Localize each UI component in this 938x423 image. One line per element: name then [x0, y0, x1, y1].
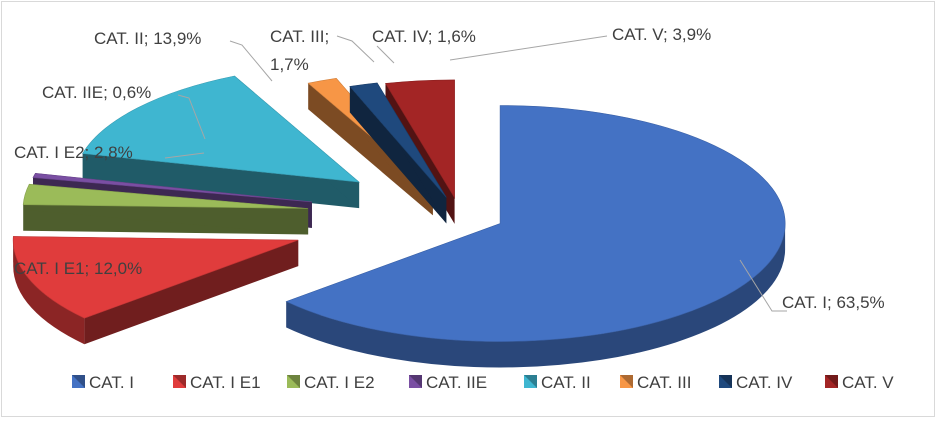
legend-swatch-shade: [72, 375, 85, 388]
legend-label: CAT. II: [541, 373, 591, 392]
legend-label: CAT. IIE: [426, 373, 487, 392]
legend-item: CAT. V: [825, 373, 894, 392]
pie-slice-wall: [84, 240, 299, 345]
pie-slice-top: [285, 105, 786, 342]
data-label: CAT. III;: [270, 27, 329, 46]
legend-label: CAT. I E2: [304, 373, 375, 392]
leader-line: [376, 45, 395, 64]
legend-swatch-shade: [825, 375, 838, 388]
leader-line: [449, 35, 608, 61]
leader-line: [739, 259, 787, 312]
pie-slice-top: [22, 183, 309, 209]
pie-slice-wall: [349, 86, 447, 224]
legend-label: CAT. I E1: [190, 373, 261, 392]
legend-label: CAT. I: [89, 373, 134, 392]
leader-line: [177, 94, 206, 140]
data-label: CAT. I E1; 12,0%: [14, 259, 142, 278]
legend-swatch-shade: [719, 375, 732, 388]
leader-line: [164, 152, 205, 159]
legend-label: CAT. IV: [736, 373, 793, 392]
legend-item: CAT. II: [524, 373, 591, 392]
pie-slices: [12, 75, 786, 368]
pie-slice-top: [82, 75, 361, 183]
data-label: 1,7%: [270, 55, 309, 74]
legend-item: CAT. I E2: [287, 373, 375, 392]
legend-swatch-shade: [620, 375, 633, 388]
legend-item: CAT. I E1: [173, 373, 261, 392]
pie-slice: [349, 82, 447, 224]
legend-swatch-shade: [409, 375, 422, 388]
pie-slice: [285, 105, 786, 368]
pie-slice-top: [384, 79, 455, 199]
pie-slice-top: [12, 236, 299, 319]
pie-slice-side: [286, 223, 786, 368]
data-label: CAT. II; 13,9%: [94, 29, 201, 48]
legend-swatch-shade: [524, 375, 537, 388]
data-label: CAT. IIE; 0,6%: [42, 83, 151, 102]
data-label: CAT. I E2; 2,8%: [14, 143, 133, 162]
chart-frame: CAT. I; 63,5% CAT. I E1; 12,0% CAT. I E2; …: [1, 1, 935, 417]
legend-item: CAT. IV: [719, 373, 793, 392]
pie-slice-wall: [82, 153, 360, 209]
pie-slice-wall: [308, 83, 433, 216]
pie-slice-top: [32, 172, 312, 203]
pie-slice: [12, 236, 299, 345]
legend-swatch-shade: [287, 375, 300, 388]
legend: CAT. I CAT. I E1 CAT. I E2 CAT. IIE CAT. II C…: [72, 373, 894, 392]
legend-item: CAT. IIE: [409, 373, 487, 392]
legend-item: CAT. I: [72, 373, 134, 392]
pie-slice-side: [13, 240, 85, 345]
data-labels: CAT. I; 63,5% CAT. I E1; 12,0% CAT. I E2; …: [14, 25, 885, 312]
pie-chart: CAT. I; 63,5% CAT. I E1; 12,0% CAT. I E2; …: [12, 25, 894, 392]
pie-slice: [82, 75, 361, 209]
pie-slice: [22, 183, 309, 235]
pie-slice-top: [349, 82, 447, 198]
leader-line: [229, 40, 273, 82]
data-label: CAT. IV; 1,6%: [372, 27, 476, 46]
data-label: CAT. I; 63,5%: [782, 293, 885, 312]
data-label: CAT. V; 3,9%: [612, 25, 711, 44]
legend-item: CAT. III: [620, 373, 691, 392]
legend-swatch-shade: [173, 375, 186, 388]
legend-label: CAT. V: [842, 373, 894, 392]
legend-label: CAT. III: [637, 373, 691, 392]
leader-line: [336, 35, 375, 63]
